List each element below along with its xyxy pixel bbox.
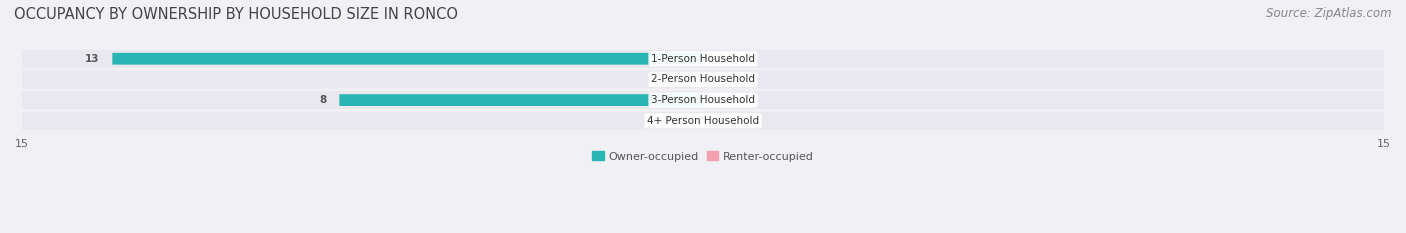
FancyBboxPatch shape: [112, 53, 703, 65]
Text: 0: 0: [717, 116, 724, 126]
Text: 0: 0: [682, 116, 689, 126]
Text: 0: 0: [717, 95, 724, 105]
Text: 0: 0: [717, 74, 724, 84]
FancyBboxPatch shape: [21, 50, 1385, 68]
Text: 2-Person Household: 2-Person Household: [651, 74, 755, 84]
Text: 1-Person Household: 1-Person Household: [651, 54, 755, 64]
FancyBboxPatch shape: [21, 91, 1385, 109]
Text: 0: 0: [717, 54, 724, 64]
Text: OCCUPANCY BY OWNERSHIP BY HOUSEHOLD SIZE IN RONCO: OCCUPANCY BY OWNERSHIP BY HOUSEHOLD SIZE…: [14, 7, 458, 22]
Text: Source: ZipAtlas.com: Source: ZipAtlas.com: [1267, 7, 1392, 20]
Legend: Owner-occupied, Renter-occupied: Owner-occupied, Renter-occupied: [588, 147, 818, 166]
FancyBboxPatch shape: [339, 94, 703, 106]
Text: 4+ Person Household: 4+ Person Household: [647, 116, 759, 126]
FancyBboxPatch shape: [21, 71, 1385, 88]
FancyBboxPatch shape: [21, 112, 1385, 130]
Text: 8: 8: [319, 95, 326, 105]
Text: 3-Person Household: 3-Person Household: [651, 95, 755, 105]
Text: 13: 13: [84, 54, 100, 64]
Text: 0: 0: [682, 74, 689, 84]
